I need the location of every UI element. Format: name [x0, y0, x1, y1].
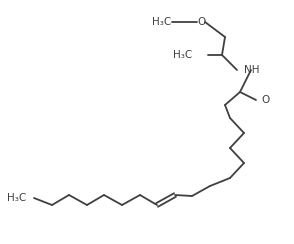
- Text: H₃C: H₃C: [7, 193, 26, 203]
- Text: H₃C: H₃C: [152, 17, 171, 27]
- Text: O: O: [261, 95, 269, 105]
- Text: O: O: [197, 17, 205, 27]
- Text: H₃C: H₃C: [173, 50, 192, 60]
- Text: NH: NH: [244, 65, 260, 75]
